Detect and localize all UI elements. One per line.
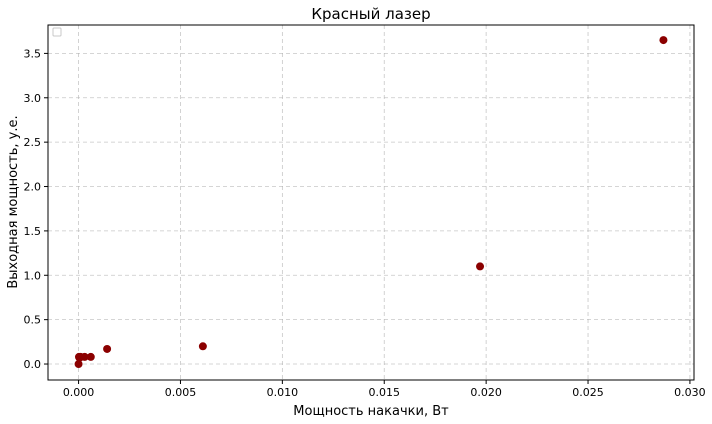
y-tick-label: 2.0: [24, 181, 42, 194]
x-tick-label: 0.015: [368, 386, 400, 399]
grid: [48, 25, 694, 380]
x-tick-label: 0.005: [165, 386, 197, 399]
y-tick-label: 1.5: [24, 225, 42, 238]
y-tick-label: 0.5: [24, 314, 42, 327]
y-axis-label: Выходная мощность, у.е.: [6, 115, 21, 288]
x-tick-label: 0.000: [63, 386, 95, 399]
x-tick-label: 0.025: [572, 386, 604, 399]
legend-box: [52, 27, 62, 37]
x-axis-label: Мощность накачки, Вт: [293, 404, 449, 419]
y-tick-label: 1.0: [24, 269, 42, 282]
y-tick-label: 3.0: [24, 92, 42, 105]
data-point: [659, 36, 668, 45]
plot-frame: [47, 24, 695, 381]
data-point: [198, 342, 207, 351]
x-tick-label: 0.030: [674, 386, 706, 399]
axis-ticks: 0.000 0.005 0.010 0.015 0.020 0.025 0.030 0.0 0.…: [24, 47, 706, 399]
x-tick-label: 0.010: [267, 386, 299, 399]
data-point: [80, 352, 89, 361]
data-points: [74, 36, 668, 369]
x-tick-label: 0.020: [470, 386, 502, 399]
data-point: [74, 360, 83, 369]
y-tick-label: 2.5: [24, 136, 42, 149]
data-point: [476, 262, 485, 271]
data-point: [86, 352, 95, 361]
data-point: [103, 344, 112, 353]
y-tick-label: 3.5: [24, 47, 42, 60]
y-tick-label: 0.0: [24, 358, 42, 371]
chart-title: Красный лазер: [311, 5, 430, 23]
